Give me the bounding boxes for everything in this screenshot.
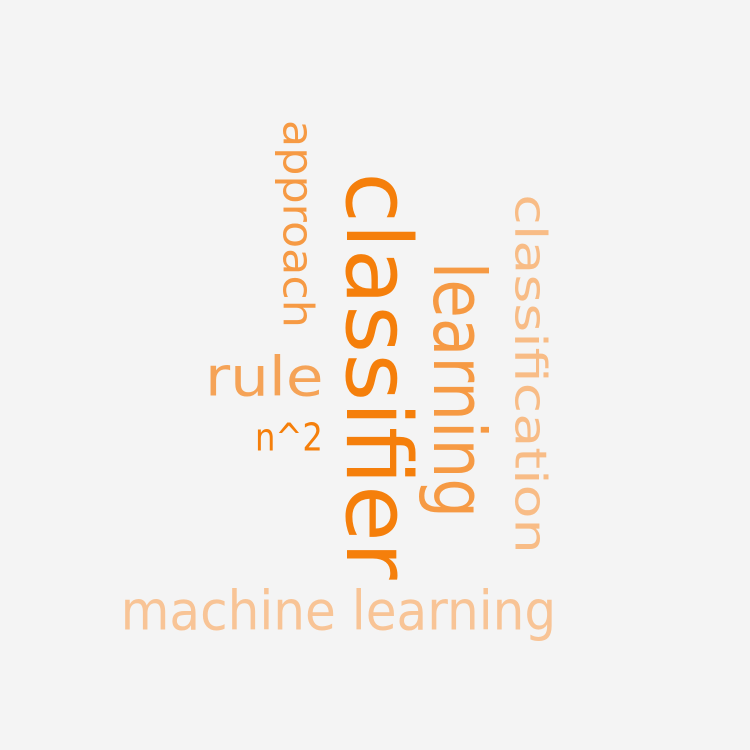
word-rule: rule — [204, 345, 324, 409]
word-approach: approach — [273, 120, 323, 328]
word-machine-learning: machine learning — [120, 579, 556, 643]
word-n2: n^2 — [254, 416, 323, 461]
word-classifier: classifier — [325, 172, 432, 580]
word-learning: learning — [416, 261, 501, 519]
word-classification: classification — [503, 194, 555, 554]
